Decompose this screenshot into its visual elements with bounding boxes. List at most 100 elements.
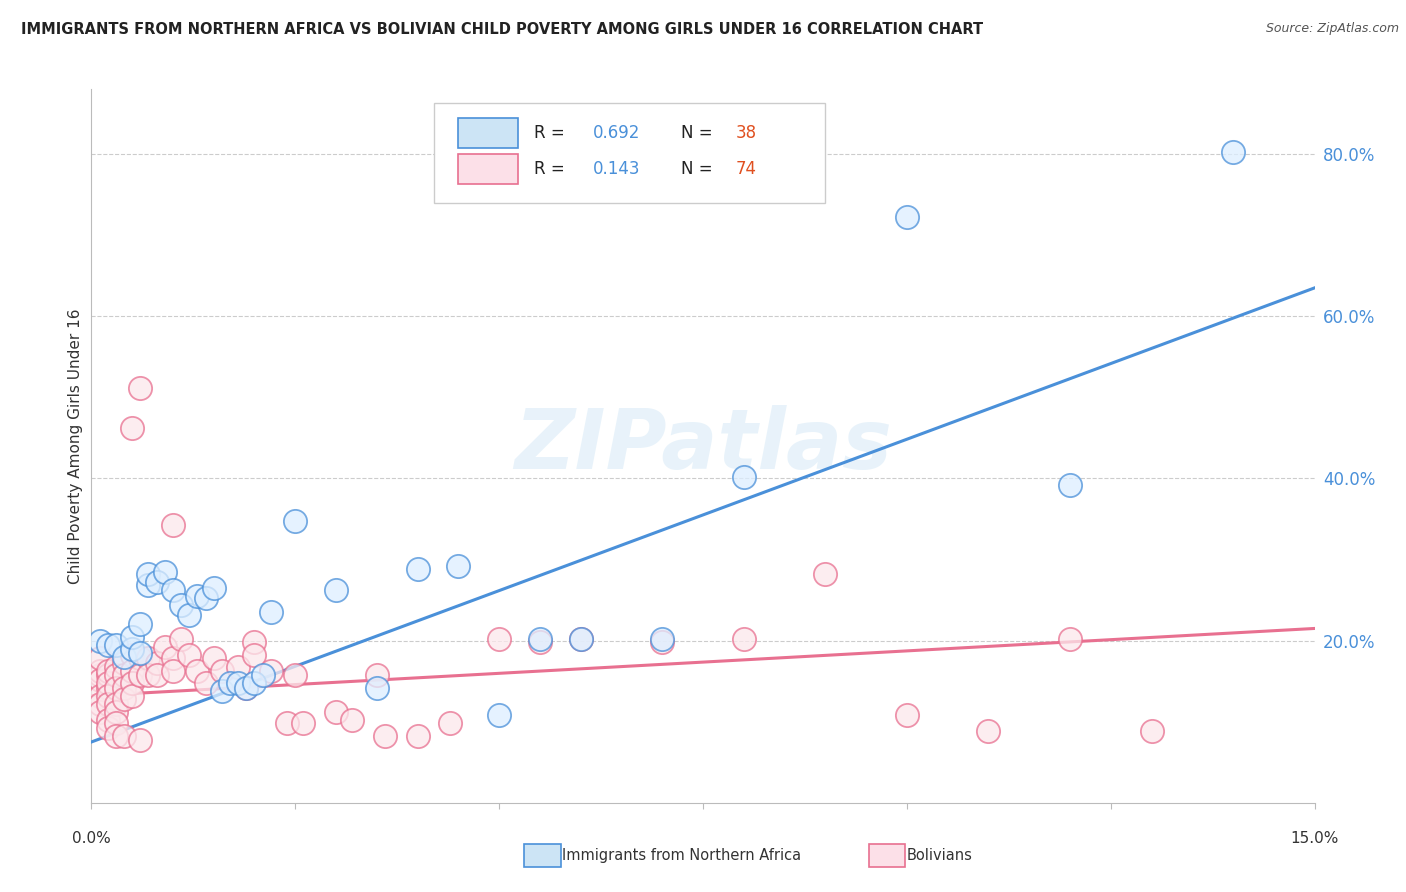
Point <box>179 607 201 622</box>
Point <box>202 581 225 595</box>
Point <box>814 567 837 582</box>
Point <box>366 681 388 695</box>
Point <box>138 651 160 665</box>
Point <box>104 716 127 731</box>
Point <box>121 641 143 656</box>
Text: Bolivians: Bolivians <box>907 848 973 863</box>
Point <box>97 667 120 681</box>
Point <box>89 633 111 648</box>
Point <box>170 598 193 612</box>
Point <box>97 665 120 679</box>
Point <box>104 705 127 719</box>
Point <box>121 421 143 435</box>
Point <box>112 657 135 671</box>
Point <box>97 681 120 695</box>
Point <box>97 689 120 703</box>
Point <box>112 692 135 706</box>
Text: R =: R = <box>534 161 571 178</box>
Point <box>129 667 152 681</box>
Point <box>170 632 193 646</box>
Point <box>226 675 249 690</box>
Point <box>121 689 143 703</box>
Point <box>112 649 135 664</box>
FancyBboxPatch shape <box>434 103 825 203</box>
Point <box>121 648 143 663</box>
Point <box>488 708 510 723</box>
Point <box>129 651 152 665</box>
Point <box>112 681 135 695</box>
Text: IMMIGRANTS FROM NORTHERN AFRICA VS BOLIVIAN CHILD POVERTY AMONG GIRLS UNDER 16 C: IMMIGRANTS FROM NORTHERN AFRICA VS BOLIV… <box>21 22 983 37</box>
Point <box>252 667 274 681</box>
Point <box>406 729 429 743</box>
Point <box>121 665 143 679</box>
Text: 15.0%: 15.0% <box>1291 831 1339 846</box>
Point <box>121 630 143 644</box>
Point <box>104 681 127 695</box>
Point <box>977 724 1000 739</box>
Point <box>651 635 673 649</box>
Point <box>97 721 120 735</box>
Point <box>211 665 233 679</box>
Point <box>243 648 266 663</box>
Point <box>447 559 470 574</box>
Point <box>194 591 217 606</box>
Text: 38: 38 <box>735 125 758 143</box>
Point <box>138 578 160 592</box>
Point <box>325 705 347 719</box>
Point <box>129 732 152 747</box>
FancyBboxPatch shape <box>458 154 519 184</box>
Y-axis label: Child Poverty Among Girls Under 16: Child Poverty Among Girls Under 16 <box>67 309 83 583</box>
Point <box>97 697 120 711</box>
Point <box>153 565 176 579</box>
Point <box>89 673 111 687</box>
Point <box>292 716 315 731</box>
Point <box>1059 632 1081 646</box>
Point <box>89 651 111 665</box>
Point <box>138 567 160 582</box>
Point <box>129 617 152 632</box>
Point <box>145 667 167 681</box>
Point <box>186 665 208 679</box>
FancyBboxPatch shape <box>458 119 519 148</box>
Point <box>194 675 217 690</box>
Point <box>406 562 429 576</box>
Point <box>202 651 225 665</box>
Text: 0.692: 0.692 <box>593 125 640 143</box>
Point <box>284 514 307 528</box>
Point <box>529 632 551 646</box>
Point <box>276 716 298 731</box>
Point <box>235 681 257 695</box>
Point <box>651 632 673 646</box>
Point <box>89 697 111 711</box>
Point <box>138 667 160 681</box>
Point <box>260 665 283 679</box>
Point <box>112 667 135 681</box>
Point <box>569 632 592 646</box>
Point <box>162 665 184 679</box>
Point <box>179 648 201 663</box>
Point <box>439 716 461 731</box>
Point <box>145 657 167 671</box>
Point <box>219 675 242 690</box>
Point <box>104 697 127 711</box>
Point <box>145 575 167 590</box>
Point <box>97 713 120 727</box>
Point <box>97 675 120 690</box>
Text: N =: N = <box>681 125 718 143</box>
Point <box>733 632 755 646</box>
Point <box>374 729 396 743</box>
Point <box>1140 724 1163 739</box>
Point <box>129 646 152 660</box>
Point <box>104 638 127 652</box>
Point <box>89 689 111 703</box>
Point <box>342 713 364 727</box>
Point <box>112 729 135 743</box>
Point <box>733 470 755 484</box>
Point <box>129 381 152 395</box>
Point <box>97 638 120 652</box>
Text: Source: ZipAtlas.com: Source: ZipAtlas.com <box>1265 22 1399 36</box>
Point <box>1222 145 1244 160</box>
Point <box>162 518 184 533</box>
Point <box>89 665 111 679</box>
Point <box>211 684 233 698</box>
